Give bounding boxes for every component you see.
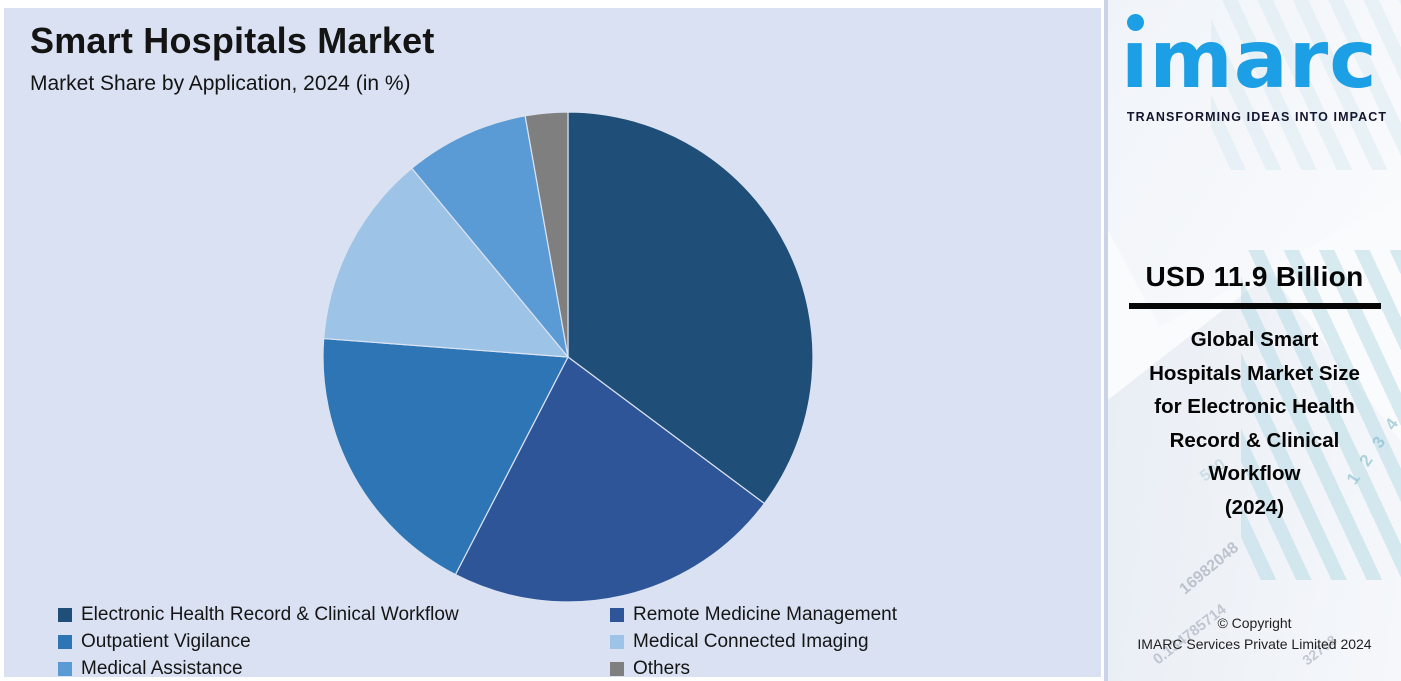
legend-label: Outpatient Vigilance [81,630,251,652]
pie-slice-5 [524,111,569,358]
legend-item: Remote Medicine Management [610,602,897,627]
pie-slice-0 [567,111,814,505]
legend-item: Electronic Health Record & Clinical Work… [58,602,610,627]
legend-swatch-icon [610,634,624,649]
imarc-logo: ımarc [1121,13,1378,106]
chart-subtitle: Market Share by Application, 2024 (in %) [30,72,411,95]
brand-tagline: TRANSFORMING IDEAS INTO IMPACT [1126,110,1388,124]
legend-swatch-icon [58,607,72,622]
imarc-logo-dot-icon [1127,14,1144,31]
legend-column-left: Electronic Health Record & Clinical Work… [58,602,610,677]
legend-column-right: Remote Medicine Management Medical Connec… [610,602,897,677]
legend-label: Remote Medicine Management [633,603,898,625]
copyright-notice: © Copyright IMARC Services Private Limit… [1137,615,1372,652]
pie-slice-2 [322,337,569,576]
legend-item: Outpatient Vigilance [58,629,610,654]
divider-line [1128,303,1381,309]
branding-sidebar: 1 2 3 4 500 16982048 0.134785714 32768 ı… [1104,0,1401,681]
page-title: Smart Hospitals Market [30,20,435,61]
background-stripes-decoration [1211,0,1401,170]
legend-swatch-icon [610,661,624,676]
pie-slice-4 [411,115,569,358]
market-description: Global Smart Hospitals Market Size for E… [1149,328,1360,519]
legend-label: Electronic Health Record & Clinical Work… [81,603,459,625]
legend-label: Others [633,657,691,678]
chart-panel: Smart Hospitals Market Market Share by A… [4,8,1101,677]
legend-swatch-icon [58,634,72,649]
market-value: USD 11.9 Billion [1145,261,1364,292]
legend-label: Medical Assistance [81,657,243,678]
pie-slice-3 [323,167,569,358]
pie-slice-1 [454,356,765,603]
legend-item: Medical Assistance [58,656,610,677]
legend-label: Medical Connected Imaging [633,630,869,652]
pie-chart [322,111,814,603]
chart-legend: Electronic Health Record & Clinical Work… [58,602,897,677]
legend-swatch-icon [58,661,72,676]
legend-item: Medical Connected Imaging [610,629,897,654]
legend-item: Others [610,656,897,677]
legend-swatch-icon [610,607,624,622]
